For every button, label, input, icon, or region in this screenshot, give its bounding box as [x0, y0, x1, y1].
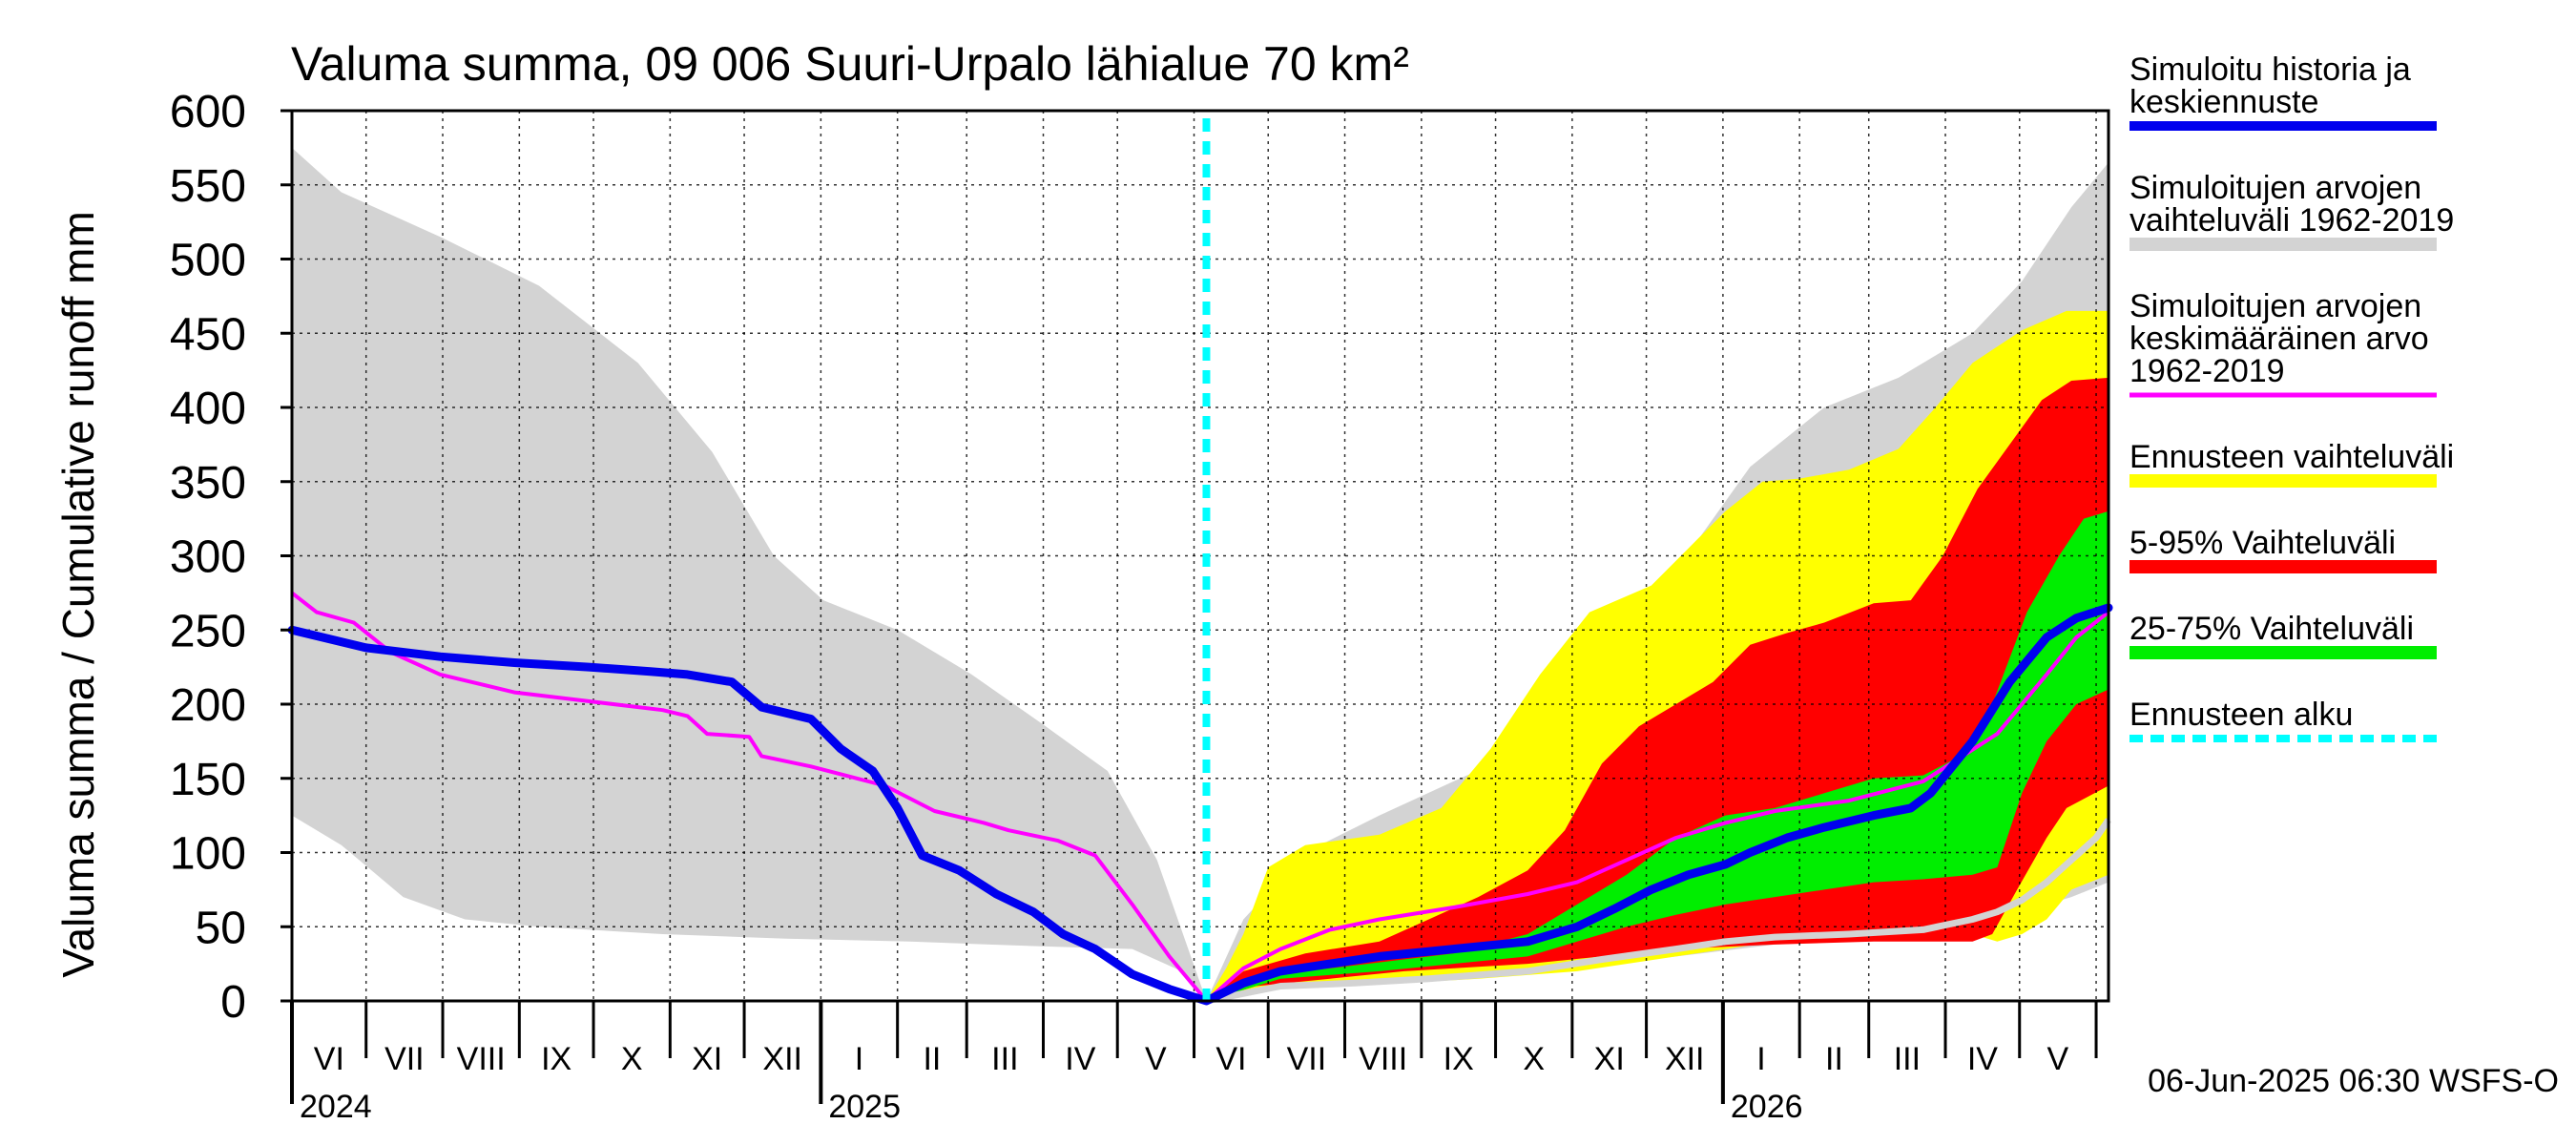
mean-line: [290, 591, 2110, 1003]
legend-label: keskiennuste: [2129, 84, 2318, 120]
y-tick-label: 350: [170, 458, 246, 509]
month-label: V: [1145, 1041, 1167, 1077]
simulated-line: [287, 603, 2113, 1006]
month-label: VI: [314, 1041, 344, 1077]
year-label: 2025: [828, 1089, 901, 1125]
month-label: IX: [541, 1041, 571, 1077]
month-label: VIII: [457, 1041, 506, 1077]
grid-lines: [292, 111, 2109, 1001]
y-tick-label: 50: [196, 903, 246, 953]
y-tick-label: 300: [170, 532, 246, 583]
month-label: XI: [692, 1041, 722, 1077]
month-label: XII: [1665, 1041, 1705, 1077]
month-label: I: [855, 1041, 863, 1077]
month-label: V: [2047, 1041, 2069, 1077]
month-label: VI: [1215, 1041, 1246, 1077]
y-axis-ticks: 0 50 100 150 200 250 300 350 400 450 500 550 600: [170, 87, 292, 1028]
y-tick-label: 0: [220, 977, 246, 1028]
year-label: 2026: [1731, 1089, 1803, 1125]
y-tick-label: 550: [170, 161, 246, 212]
legend-label: Ennusteen vaihteluväli: [2129, 439, 2454, 475]
data-bands: [292, 147, 2109, 1001]
y-axis-label: Valuma summa / Cumulative runoff mm: [53, 211, 103, 978]
month-label: VII: [384, 1041, 425, 1077]
chart-title: Valuma summa, 09 006 Suuri-Urpalo lähial…: [291, 37, 1409, 91]
legend-label: Simuloitujen arvojen: [2129, 288, 2421, 324]
y-tick-label: 250: [170, 606, 246, 656]
legend-label: Simuloitujen arvojen: [2129, 170, 2421, 206]
month-label: III: [991, 1041, 1018, 1077]
y-tick-label: 200: [170, 680, 246, 731]
y-tick-label: 150: [170, 755, 246, 805]
legend-label: Ennusteen alku: [2129, 697, 2353, 733]
x-axis: VI VII VIII IX X XI XII I II III IV V VI VII VIII IX X XI…: [290, 1001, 2098, 1125]
month-label: IV: [1967, 1041, 1998, 1077]
month-label: IX: [1444, 1041, 1474, 1077]
month-label: X: [1523, 1041, 1545, 1077]
month-label: II: [1825, 1041, 1843, 1077]
month-label: IV: [1065, 1041, 1095, 1077]
y-tick-label: 100: [170, 829, 246, 880]
y-tick-label: 500: [170, 236, 246, 286]
legend-label: Simuloitu historia ja: [2129, 52, 2411, 88]
plot-area: [287, 109, 2113, 1006]
y-tick-label: 400: [170, 384, 246, 434]
month-label: XII: [762, 1041, 802, 1077]
month-label: II: [923, 1041, 941, 1077]
legend-label: vaihteluväli 1962-2019: [2129, 202, 2454, 239]
y-tick-label: 600: [170, 87, 246, 137]
forecast-low-line: [1205, 818, 2111, 1005]
legend-label: 1962-2019: [2129, 353, 2285, 389]
month-label: X: [621, 1041, 643, 1077]
month-label: VIII: [1359, 1041, 1407, 1077]
month-label: III: [1894, 1041, 1921, 1077]
legend-label: keskimääräinen arvo: [2129, 321, 2429, 357]
year-label: 2024: [300, 1089, 372, 1125]
month-label: VII: [1287, 1041, 1327, 1077]
timestamp: 06-Jun-2025 06:30 WSFS-O: [2148, 1063, 2559, 1099]
month-label: XI: [1594, 1041, 1625, 1077]
legend-label: 5-95% Vaihteluväli: [2129, 525, 2396, 561]
forecast-25-75-band: [1206, 510, 2109, 1001]
y-tick-label: 450: [170, 309, 246, 360]
legend-label: 25-75% Vaihteluväli: [2129, 611, 2414, 647]
month-label: I: [1756, 1041, 1765, 1077]
data-lines: [287, 591, 2113, 1006]
